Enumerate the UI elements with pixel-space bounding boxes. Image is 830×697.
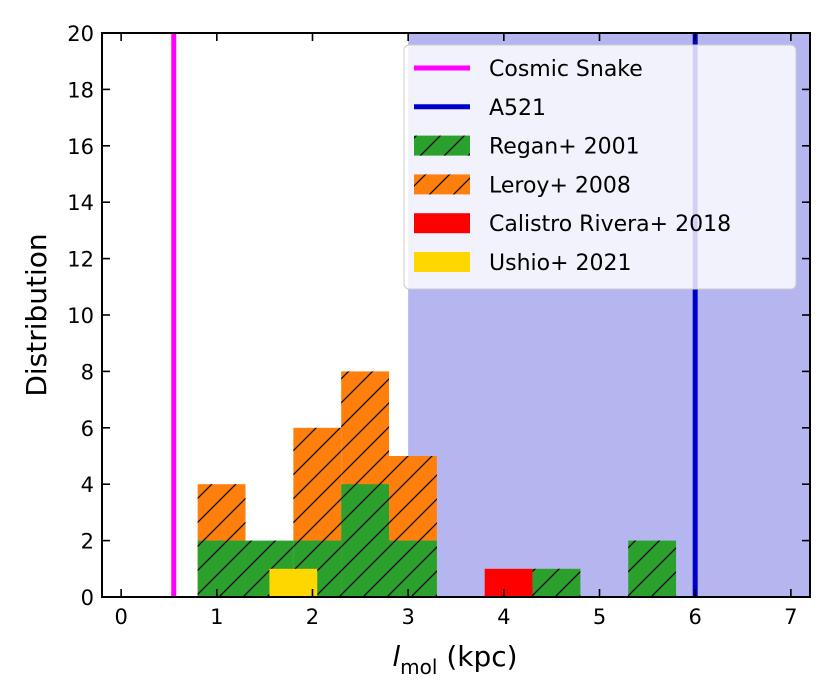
legend-box bbox=[403, 44, 797, 290]
legend-ushio-2021-swatch bbox=[414, 252, 470, 272]
legend-cosmic-snake-label: Cosmic Snake bbox=[489, 57, 643, 82]
y-tick-label: 2 bbox=[81, 530, 94, 554]
legend-leroy-2008-swatch-hatch bbox=[414, 174, 470, 195]
legend: Cosmic Snake A521 Regan+ 2001 Leroy+ 2008 Ca… bbox=[403, 44, 797, 290]
x-axis-title-symbol: l bbox=[392, 640, 400, 673]
bar-regan-2001-hatch bbox=[628, 540, 677, 597]
x-tick-label: 3 bbox=[401, 605, 414, 629]
x-axis-title: lmol (kpc) bbox=[392, 640, 517, 679]
bar-regan-2001-hatch bbox=[389, 540, 437, 597]
x-tick-label: 6 bbox=[689, 605, 702, 629]
legend-regan-2001-label: Regan+ 2001 bbox=[489, 135, 640, 160]
legend-calistro-rivera-2018-swatch bbox=[414, 213, 470, 234]
bar-calistro-rivera-2018 bbox=[484, 568, 533, 597]
axis-titles: Distribution lmol (kpc) bbox=[20, 233, 518, 679]
y-tick-label: 14 bbox=[67, 191, 94, 215]
x-tick-label: 5 bbox=[593, 605, 606, 629]
x-tick-label: 0 bbox=[114, 605, 127, 629]
y-tick-label: 20 bbox=[67, 22, 94, 46]
x-tick-label: 4 bbox=[497, 605, 510, 629]
bar-regan-2001-hatch bbox=[197, 540, 246, 597]
y-tick-label: 0 bbox=[81, 586, 94, 610]
y-tick-label: 6 bbox=[81, 417, 94, 441]
x-tick-label: 1 bbox=[210, 605, 223, 629]
y-tick-label: 12 bbox=[67, 248, 94, 272]
y-tick-label: 18 bbox=[67, 78, 94, 102]
bar-regan-2001-hatch bbox=[532, 568, 581, 597]
legend-leroy-2008-label: Leroy+ 2008 bbox=[489, 173, 631, 198]
legend-regan-2001-swatch-hatch bbox=[414, 135, 470, 156]
legend-ushio-2021-label: Ushio+ 2021 bbox=[489, 251, 632, 276]
bar-ushio-2021 bbox=[269, 568, 318, 597]
legend-a521-label: A521 bbox=[489, 96, 546, 121]
x-axis-title-subscript: mol bbox=[400, 655, 437, 679]
y-tick-label: 4 bbox=[81, 473, 94, 497]
legend-calistro-rivera-2018-label: Calistro Rivera+ 2018 bbox=[489, 212, 731, 237]
bar-regan-2001-hatch bbox=[341, 484, 390, 597]
y-tick-label: 10 bbox=[67, 304, 94, 328]
x-tick-label: 2 bbox=[306, 605, 319, 629]
y-tick-label: 16 bbox=[67, 135, 94, 159]
y-tick-label: 8 bbox=[81, 360, 94, 384]
x-axis-title-unit: (kpc) bbox=[437, 640, 517, 673]
y-axis-title: Distribution bbox=[20, 233, 53, 396]
x-tick-label: 7 bbox=[784, 605, 797, 629]
histogram-bars bbox=[197, 371, 677, 597]
